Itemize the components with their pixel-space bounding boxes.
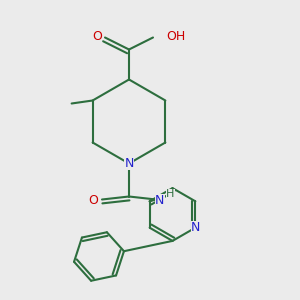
Text: N: N xyxy=(124,157,134,170)
Text: H: H xyxy=(166,189,175,199)
Text: OH: OH xyxy=(167,29,186,43)
Text: N: N xyxy=(191,221,200,234)
Text: O: O xyxy=(89,194,98,208)
Text: O: O xyxy=(93,29,102,43)
Text: N: N xyxy=(155,194,165,207)
